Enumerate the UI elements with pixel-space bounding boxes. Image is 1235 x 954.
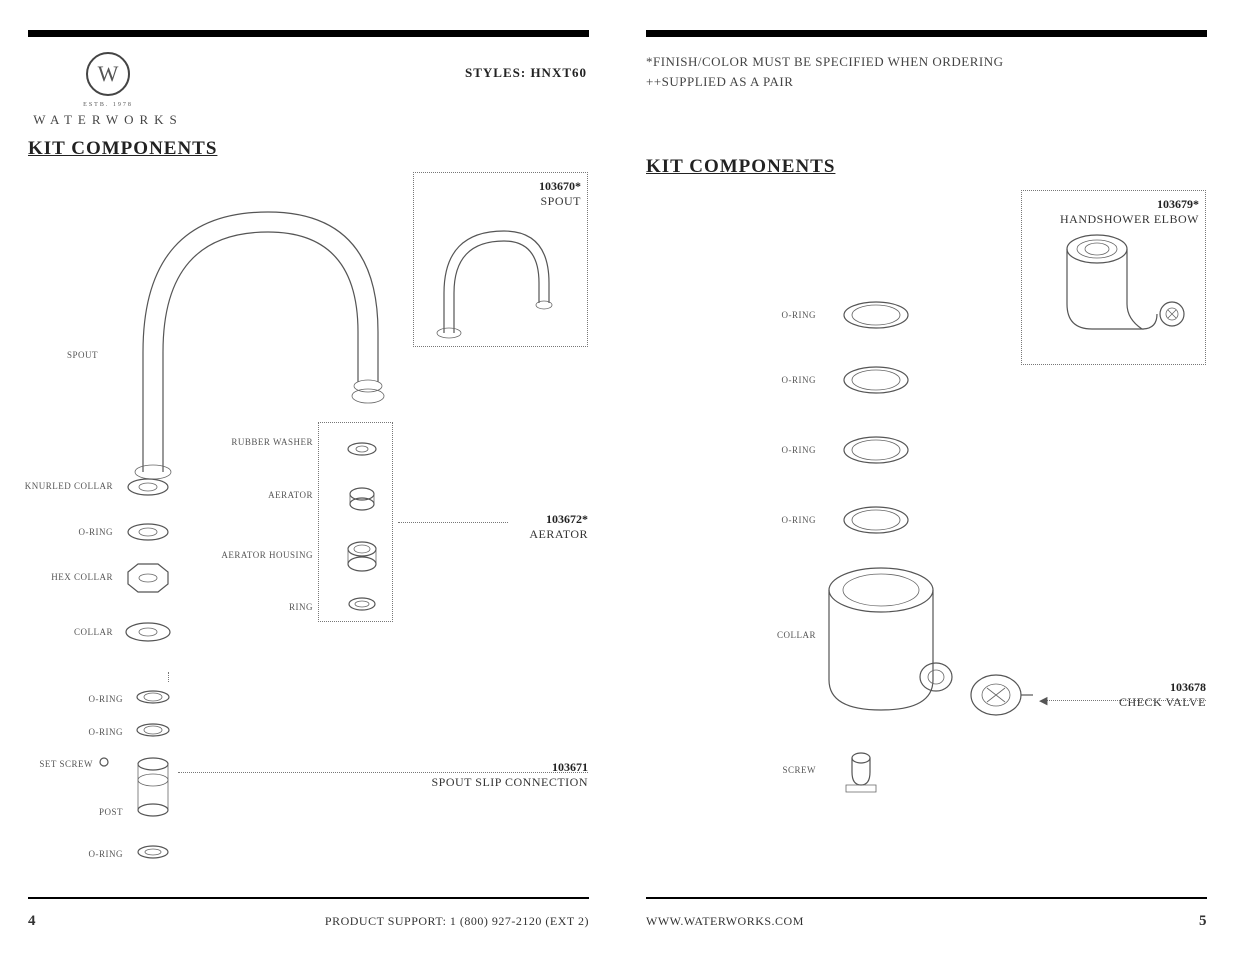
label-oring3: O-RING: [746, 445, 816, 455]
page-left: W ESTB. 1978 WATERWORKS STYLES: HNXT60 K…: [0, 0, 617, 954]
oring-stack-icon: [836, 300, 926, 580]
label-collar: COLLAR: [48, 627, 113, 637]
label-oring3: O-RING: [58, 727, 123, 737]
label-oring2: O-RING: [58, 694, 123, 704]
leader-v: [168, 672, 169, 682]
leader: [1046, 700, 1206, 701]
label-washer: RUBBER WASHER: [218, 437, 313, 447]
section-title-left: KIT COMPONENTS: [28, 138, 589, 160]
callout-label: HANDSHOWER ELBOW: [1028, 212, 1199, 227]
label-oring4: O-RING: [58, 849, 123, 859]
callout-label: SPOUT SLIP CONNECTION: [398, 775, 588, 790]
label-oring1: O-RING: [48, 527, 113, 537]
collar-valve-icon: [816, 570, 1076, 800]
top-rule: [28, 30, 589, 37]
label-oring2: O-RING: [746, 375, 816, 385]
section-title-right: KIT COMPONENTS: [646, 156, 1207, 178]
leader: [178, 772, 588, 773]
page-right: *FINISH/COLOR MUST BE SPECIFIED WHEN ORD…: [618, 0, 1235, 954]
label-oring4: O-RING: [746, 515, 816, 525]
slip-stack-icon: [128, 682, 208, 872]
label-post: POST: [83, 807, 123, 817]
footer-left: 4 PRODUCT SUPPORT: 1 (800) 927-2120 (EXT…: [28, 913, 589, 930]
arrow-icon: ◀: [1039, 694, 1047, 707]
note-line2: ++SUPPLIED AS A PAIR: [646, 72, 1207, 92]
styles-label: STYLES: HNXT60: [465, 65, 587, 81]
url-text: WWW.WATERWORKS.COM: [646, 914, 804, 929]
callout-aerator: [318, 422, 393, 622]
support-text: PRODUCT SUPPORT: 1 (800) 927-2120 (EXT 2…: [325, 914, 589, 929]
brand-name: WATERWORKS: [28, 112, 188, 128]
page-number: 5: [1199, 913, 1207, 930]
elbow-icon: [1022, 229, 1207, 364]
left-stack-icon: [118, 472, 208, 672]
label-collar: COLLAR: [746, 630, 816, 640]
diagram-right: 103679* HANDSHOWER ELBOW: [646, 190, 1207, 890]
page-number: 4: [28, 913, 36, 930]
bottom-rule: [646, 897, 1207, 899]
callout-label: AERATOR: [508, 527, 588, 542]
label-housing: AERATOR HOUSING: [208, 550, 313, 560]
callout-checkvalve-text: 103678 CHECK VALVE: [1076, 680, 1206, 710]
callout-aerator-text: 103672* AERATOR: [508, 512, 588, 542]
label-hex: HEX COLLAR: [28, 572, 113, 582]
logo-circle: W: [86, 52, 130, 96]
top-rule: [646, 30, 1207, 37]
callout-num: 103672*: [508, 512, 588, 527]
footer-right: WWW.WATERWORKS.COM 5: [646, 913, 1207, 930]
label-spout: SPOUT: [38, 350, 98, 360]
callout-slip-text: 103671 SPOUT SLIP CONNECTION: [398, 760, 588, 790]
logo-block: W ESTB. 1978 WATERWORKS: [28, 52, 188, 128]
label-oring1: O-RING: [746, 310, 816, 320]
label-aerator: AERATOR: [243, 490, 313, 500]
label-knurled: KNURLED COLLAR: [18, 481, 113, 491]
bottom-rule: [28, 897, 589, 899]
callout-num: 103678: [1076, 680, 1206, 695]
callout-label: CHECK VALVE: [1076, 695, 1206, 710]
estd-text: ESTB. 1978: [28, 102, 188, 108]
diagram-left: 103670* SPOUT: [28, 172, 589, 872]
callout-num: 103679*: [1028, 197, 1199, 212]
label-setscrew: SET SCREW: [28, 759, 93, 769]
aerator-stack-icon: [325, 429, 400, 629]
monogram: W: [98, 61, 119, 87]
label-screw: SCREW: [756, 765, 816, 775]
ordering-notes: *FINISH/COLOR MUST BE SPECIFIED WHEN ORD…: [646, 52, 1207, 91]
label-ring: RING: [263, 602, 313, 612]
callout-elbow: 103679* HANDSHOWER ELBOW: [1021, 190, 1206, 365]
leader: [398, 522, 508, 523]
note-line1: *FINISH/COLOR MUST BE SPECIFIED WHEN ORD…: [646, 52, 1207, 72]
